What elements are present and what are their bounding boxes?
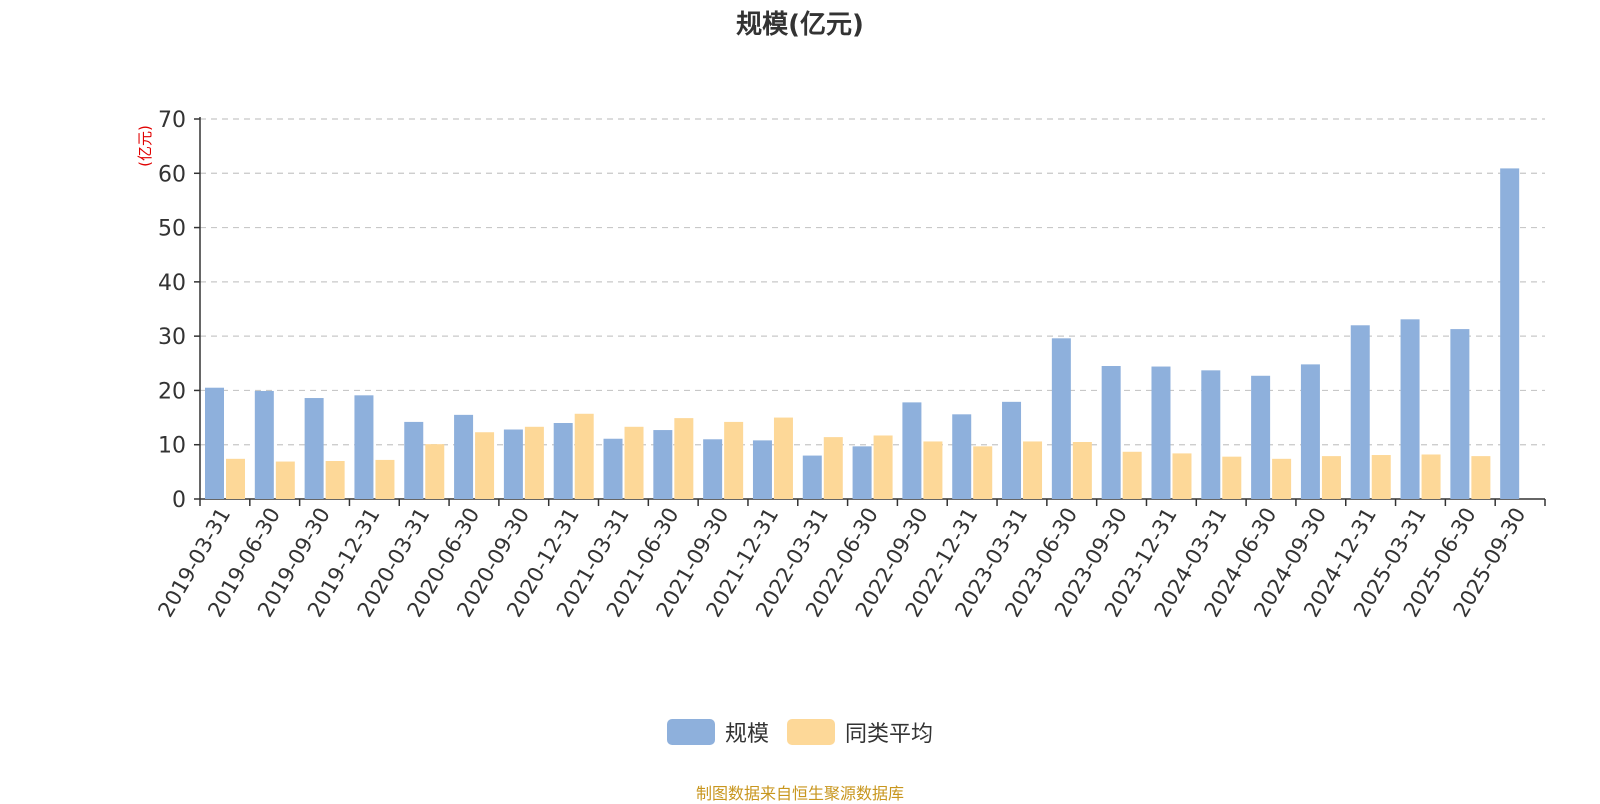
bar-scale [1201,370,1221,499]
bar-peer-average [475,432,495,499]
bar-peer-average [1172,453,1192,499]
legend-item-peer-average[interactable]: 同类平均 [787,716,933,748]
bar-scale [304,398,324,499]
bar-scale [1500,168,1520,499]
bar-scale [902,402,922,499]
bar-peer-average [1272,458,1292,499]
bar-scale [802,455,822,499]
bar-scale [1002,401,1022,499]
bar-peer-average [325,461,345,499]
bar-scale [653,430,673,499]
y-tick-label: 50 [158,217,186,242]
legend-swatch-peer-average [787,719,835,745]
y-axis-label: (亿元) [136,125,154,167]
bar-scale [1450,329,1470,499]
bar-scale [205,387,224,499]
bar-scale [553,423,573,499]
legend-item-scale[interactable]: 规模 [666,716,769,748]
bar-peer-average [773,417,793,499]
bar-scale [354,395,374,499]
bar-scale [454,414,474,499]
bar-peer-average [724,421,744,499]
y-tick-label: 20 [158,379,186,404]
legend-swatch-scale [666,719,715,745]
bar-peer-average [823,437,843,499]
bar-peer-average [973,446,993,499]
y-tick-label: 70 [158,108,186,133]
chart-title: 规模(亿元) [736,10,864,40]
y-tick-label: 30 [158,325,186,350]
bar-peer-average [1122,451,1142,499]
bar-scale [1051,338,1071,499]
bar-scale [404,421,424,499]
bar-peer-average [1321,456,1341,499]
bar-scale [952,414,972,499]
bar-scale [1300,364,1320,499]
bar-peer-average [674,418,694,499]
y-tick-label: 0 [172,488,186,513]
bar-peer-average [524,426,544,499]
bar-scale [752,440,772,499]
bar-scale [1101,366,1121,499]
y-tick-label: 10 [158,434,186,459]
bar-peer-average [1471,456,1491,499]
bar-peer-average [923,441,943,499]
bar-peer-average [226,458,245,499]
bar-peer-average [1023,441,1043,499]
legend-label-scale: 规模 [724,722,769,747]
legend: 规模 同类平均 [0,716,1600,748]
bar-peer-average [1371,455,1391,499]
bar-peer-average [275,461,295,499]
bar-scale [703,439,723,499]
bar-scale [1350,325,1370,499]
bar-peer-average [574,413,594,499]
y-tick-label: 40 [158,271,186,296]
bar-scale [1151,366,1171,499]
bar-peer-average [873,435,893,499]
bar-peer-average [425,444,445,499]
bar-scale [603,438,623,499]
bar-scale [852,446,872,499]
bar-peer-average [1222,456,1242,499]
bar-peer-average [375,459,395,499]
bar-peer-average [1421,454,1441,499]
bar-scale [1251,375,1271,499]
bar-scale [254,390,274,499]
bar-peer-average [1072,442,1092,499]
source-note: 制图数据来自恒生聚源数据库 [695,784,904,803]
bar-scale [503,429,523,499]
bar-peer-average [624,426,644,499]
bar-scale [1400,319,1420,499]
legend-label-peer-average: 同类平均 [845,722,934,747]
y-tick-label: 60 [158,162,186,187]
